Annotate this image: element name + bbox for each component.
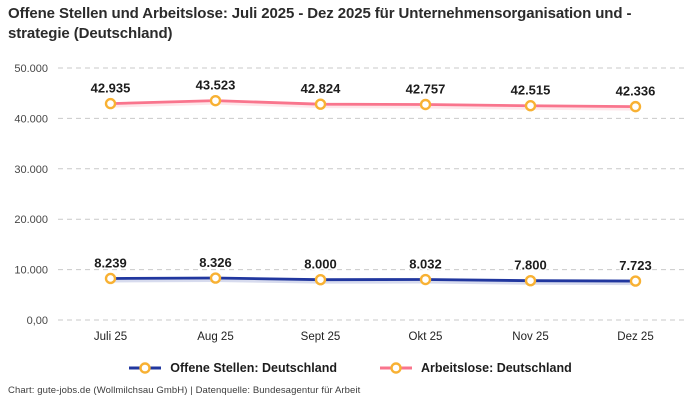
data-point-value-label: 7.800	[514, 258, 547, 273]
data-point-value-label: 42.757	[406, 82, 446, 97]
y-axis-tick-label: 20.000	[14, 214, 48, 226]
data-point-value-label: 8.326	[199, 255, 232, 270]
legend-item-arbeitslose[interactable]: Arbeitslose: Deutschland	[379, 361, 572, 375]
x-axis-tick-label: Aug 25	[197, 331, 233, 343]
data-point-value-label: 8.000	[304, 257, 337, 272]
data-point-value-label: 42.824	[301, 81, 342, 96]
y-axis-tick-label: 30.000	[14, 164, 48, 176]
line-chart-plot-area: 0,00 10.000 20.000 30.000 40.000 50.000 Juli 2…	[14, 63, 688, 343]
y-axis-tick-label: 50.000	[14, 63, 48, 75]
data-point-marker[interactable]	[209, 272, 222, 284]
x-axis-tick-label: Dez 25	[617, 331, 653, 343]
data-point-marker[interactable]	[629, 100, 642, 113]
data-point-marker[interactable]	[104, 97, 117, 110]
data-point-marker[interactable]	[419, 273, 432, 286]
legend-item-offene-stellen[interactable]: Offene Stellen: Deutschland	[128, 361, 337, 375]
data-point-value-label: 42.935	[91, 81, 131, 96]
data-point-value-label: 42.336	[616, 84, 656, 99]
legend-marker-arbeitslose	[379, 362, 412, 374]
legend-marker-offene-stellen	[129, 362, 162, 374]
series-line-halo	[108, 99, 638, 111]
data-point-marker[interactable]	[524, 274, 537, 287]
data-point-value-label: 8.239	[94, 255, 127, 270]
series-line-offene-stellen	[109, 276, 637, 283]
y-axis-tick-label: 40.000	[14, 113, 48, 125]
data-point-value-label: 7.723	[619, 258, 652, 273]
x-axis-tick-label: Sept 25	[301, 331, 341, 343]
x-axis-tick-label: Nov 25	[512, 331, 548, 343]
x-axis-tick-label: Juli 25	[94, 331, 127, 343]
data-point-marker[interactable]	[629, 275, 642, 287]
y-axis-tick-label: 10.000	[14, 265, 48, 277]
legend-label-offene-stellen: Offene Stellen: Deutschland	[170, 361, 337, 375]
x-axis-tick-label: Okt 25	[409, 331, 443, 343]
data-point-marker[interactable]	[314, 273, 327, 286]
series-line-arbeitslose	[109, 99, 637, 109]
data-point-value-label: 42.515	[511, 83, 551, 98]
chart-title: Offene Stellen und Arbeitslose: Juli 202…	[8, 5, 632, 42]
data-point-value-label: 43.523	[196, 78, 236, 93]
legend: Offene Stellen: Deutschland Arbeitslose:…	[0, 361, 700, 375]
legend-label-arbeitslose: Arbeitslose: Deutschland	[420, 361, 572, 375]
data-point-marker[interactable]	[524, 100, 537, 112]
data-point-marker[interactable]	[209, 94, 222, 107]
y-axis-tick-label: 0,00	[27, 315, 48, 327]
data-point-value-label: 8.032	[409, 257, 442, 272]
data-point-marker[interactable]	[314, 98, 327, 110]
attribution-text: Chart: gute-jobs.de (Wollmilchsau GmbH) …	[8, 385, 361, 396]
data-point-marker[interactable]	[104, 272, 117, 285]
series-line-halo	[108, 277, 638, 286]
data-point-marker[interactable]	[419, 98, 432, 111]
